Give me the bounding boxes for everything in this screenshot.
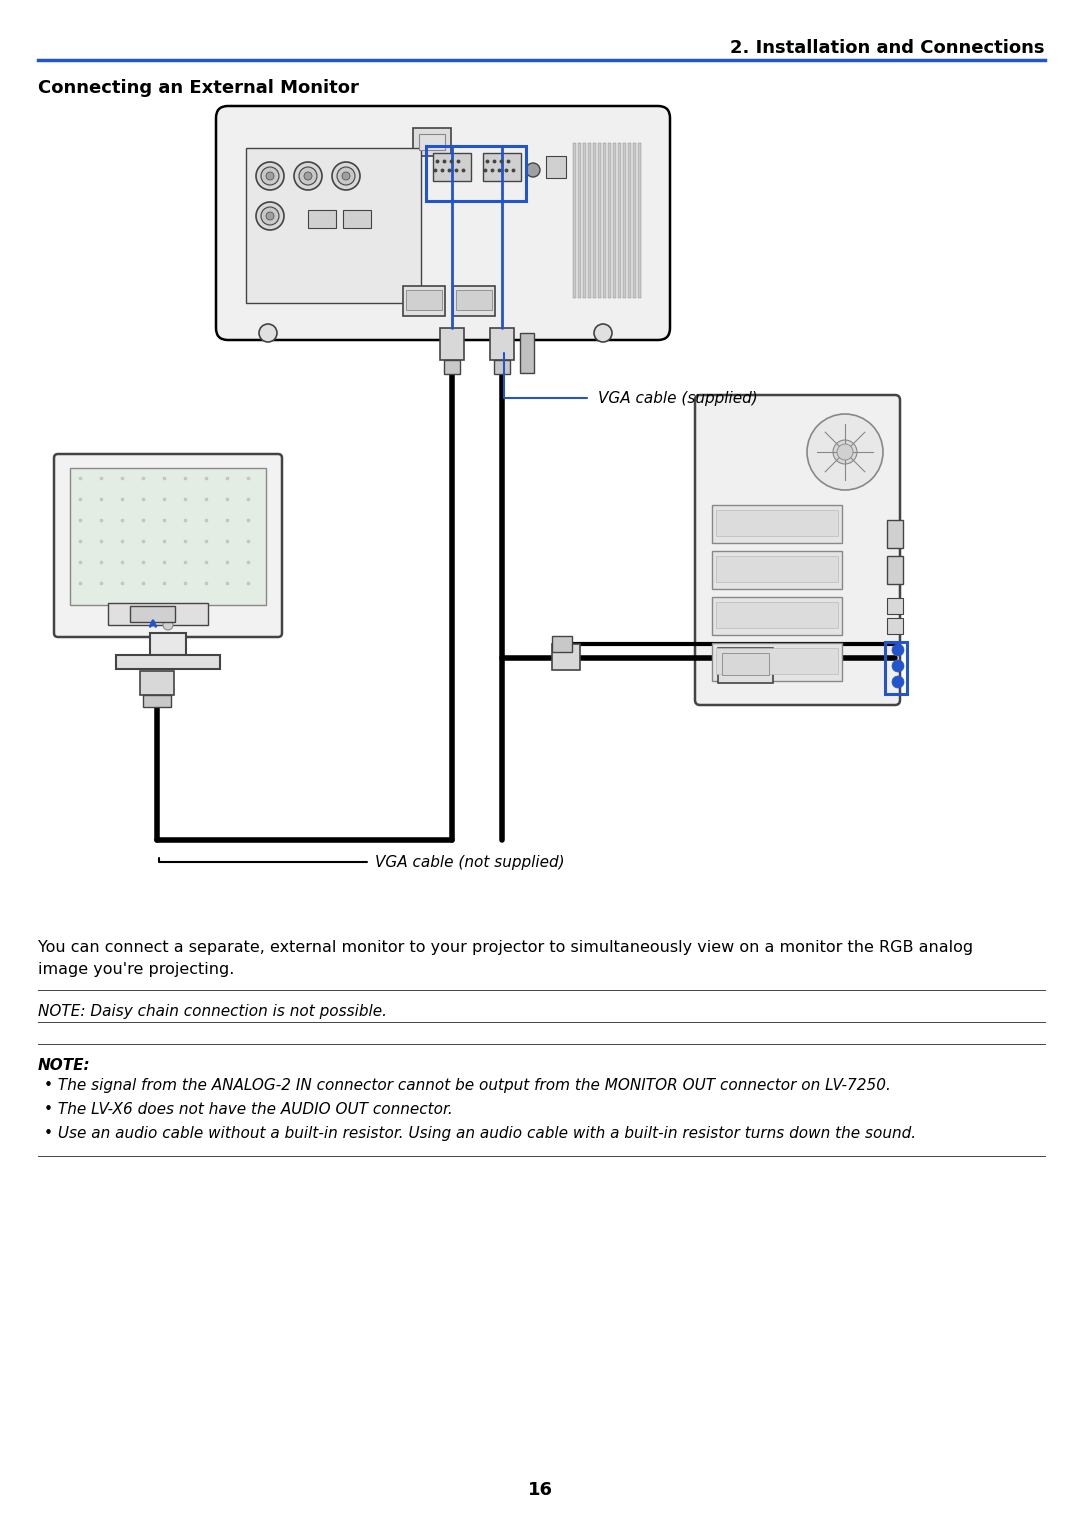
Circle shape	[337, 166, 355, 185]
Circle shape	[594, 324, 612, 342]
Text: NOTE:: NOTE:	[38, 1058, 91, 1073]
Bar	[578, 143, 581, 298]
Bar	[588, 143, 591, 298]
Bar	[406, 290, 442, 310]
Text: VGA cable (not supplied): VGA cable (not supplied)	[375, 855, 565, 870]
Bar	[603, 143, 606, 298]
Bar	[887, 555, 903, 584]
Bar	[623, 143, 626, 298]
Bar	[413, 128, 451, 156]
Circle shape	[261, 166, 279, 185]
Bar	[440, 328, 464, 360]
Text: • The signal from the ANALOG-2 IN connector cannot be output from the MONITOR OU: • The signal from the ANALOG-2 IN connec…	[44, 1077, 891, 1093]
Bar	[456, 290, 492, 310]
Bar	[433, 153, 471, 182]
Bar	[718, 649, 773, 684]
Bar	[116, 655, 220, 668]
Bar	[712, 551, 842, 589]
Bar	[546, 156, 566, 179]
Bar	[723, 653, 769, 674]
Bar	[308, 211, 336, 227]
Circle shape	[892, 644, 904, 656]
Text: image you're projecting.: image you're projecting.	[38, 961, 234, 977]
Text: Connecting an External Monitor: Connecting an External Monitor	[38, 79, 359, 98]
Bar	[453, 285, 495, 316]
Bar	[618, 143, 621, 298]
Circle shape	[266, 172, 274, 180]
Circle shape	[892, 661, 904, 671]
Bar	[633, 143, 636, 298]
Circle shape	[294, 162, 322, 191]
Bar	[573, 143, 576, 298]
Bar	[608, 143, 611, 298]
Bar	[483, 153, 521, 182]
Circle shape	[807, 414, 883, 490]
Bar	[143, 694, 171, 707]
Circle shape	[259, 324, 276, 342]
Circle shape	[256, 162, 284, 191]
Bar	[712, 597, 842, 635]
Bar	[712, 642, 842, 681]
Bar	[494, 360, 510, 374]
Bar	[887, 618, 903, 633]
Circle shape	[833, 439, 858, 464]
Circle shape	[266, 212, 274, 220]
Text: VGA cable (supplied): VGA cable (supplied)	[598, 391, 758, 406]
Text: You can connect a separate, external monitor to your projector to simultaneously: You can connect a separate, external mon…	[38, 940, 973, 955]
Circle shape	[256, 201, 284, 230]
Bar	[519, 333, 534, 372]
Circle shape	[837, 444, 853, 459]
FancyBboxPatch shape	[696, 395, 900, 705]
Bar	[444, 360, 460, 374]
Circle shape	[163, 620, 173, 630]
Text: • Use an audio cable without a built-in resistor. Using an audio cable with a bu: • Use an audio cable without a built-in …	[44, 1126, 916, 1141]
Bar	[638, 143, 642, 298]
Text: • The LV-X6 does not have the AUDIO OUT connector.: • The LV-X6 does not have the AUDIO OUT …	[44, 1102, 453, 1117]
Bar	[130, 606, 175, 623]
Bar	[150, 633, 186, 655]
Circle shape	[299, 166, 318, 185]
FancyBboxPatch shape	[216, 105, 670, 340]
Circle shape	[261, 208, 279, 224]
Text: 16: 16	[527, 1482, 553, 1499]
Text: NOTE: Daisy chain connection is not possible.: NOTE: Daisy chain connection is not poss…	[38, 1004, 387, 1019]
Circle shape	[303, 172, 312, 180]
Bar	[70, 468, 266, 604]
Circle shape	[342, 172, 350, 180]
Bar	[140, 671, 174, 694]
Bar	[403, 285, 445, 316]
Bar	[716, 601, 838, 629]
Circle shape	[332, 162, 360, 191]
Bar	[598, 143, 600, 298]
FancyBboxPatch shape	[54, 455, 282, 636]
Bar	[426, 146, 526, 201]
Bar	[552, 636, 572, 652]
Bar	[627, 143, 631, 298]
Text: 2. Installation and Connections: 2. Installation and Connections	[730, 40, 1045, 56]
Bar	[712, 505, 842, 543]
Bar	[490, 328, 514, 360]
Circle shape	[526, 163, 540, 177]
Bar	[613, 143, 616, 298]
Bar	[885, 642, 907, 694]
Bar	[887, 520, 903, 548]
Circle shape	[892, 676, 904, 688]
Bar	[583, 143, 586, 298]
Bar	[108, 603, 208, 626]
Bar	[887, 598, 903, 613]
Bar	[716, 555, 838, 581]
Bar	[246, 148, 421, 304]
Bar	[552, 644, 580, 670]
Bar	[716, 510, 838, 536]
Bar	[716, 649, 838, 674]
Bar	[419, 134, 445, 150]
Bar	[593, 143, 596, 298]
Bar	[343, 211, 372, 227]
